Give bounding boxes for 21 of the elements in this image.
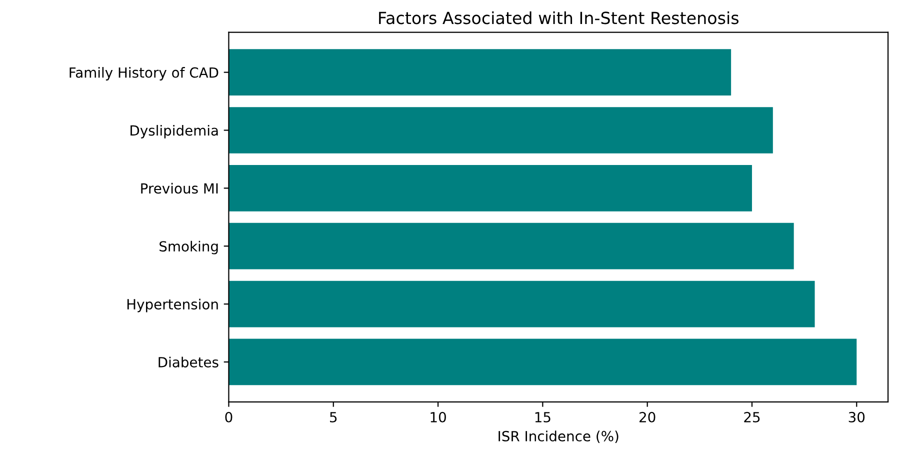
y-tick-label: Diabetes bbox=[158, 356, 218, 368]
bar bbox=[228, 222, 794, 270]
bar bbox=[228, 165, 752, 212]
y-tick-label: Smoking bbox=[160, 240, 218, 254]
x-axis-title: ISR Incidence (%) bbox=[498, 430, 618, 444]
x-tick-label: 25 bbox=[744, 412, 760, 422]
x-tick-label: 5 bbox=[330, 412, 337, 422]
chart-title: Factors Associated with In-Stent Restenosis bbox=[379, 11, 739, 24]
bar bbox=[228, 338, 857, 386]
bar bbox=[228, 280, 815, 328]
x-tick-label: 0 bbox=[225, 412, 232, 422]
y-tick-label: Family History of CAD bbox=[70, 67, 218, 80]
x-tick-label: 10 bbox=[430, 412, 446, 422]
x-tick-label: 15 bbox=[535, 412, 550, 422]
bar bbox=[228, 49, 732, 96]
bar bbox=[228, 107, 773, 154]
x-tick-label: 30 bbox=[848, 412, 865, 422]
x-tick-label: 20 bbox=[640, 412, 656, 422]
y-tick-label: Hypertension bbox=[127, 298, 218, 312]
y-tick-label: Previous MI bbox=[141, 182, 218, 194]
y-tick-label: Dyslipidemia bbox=[130, 124, 218, 138]
